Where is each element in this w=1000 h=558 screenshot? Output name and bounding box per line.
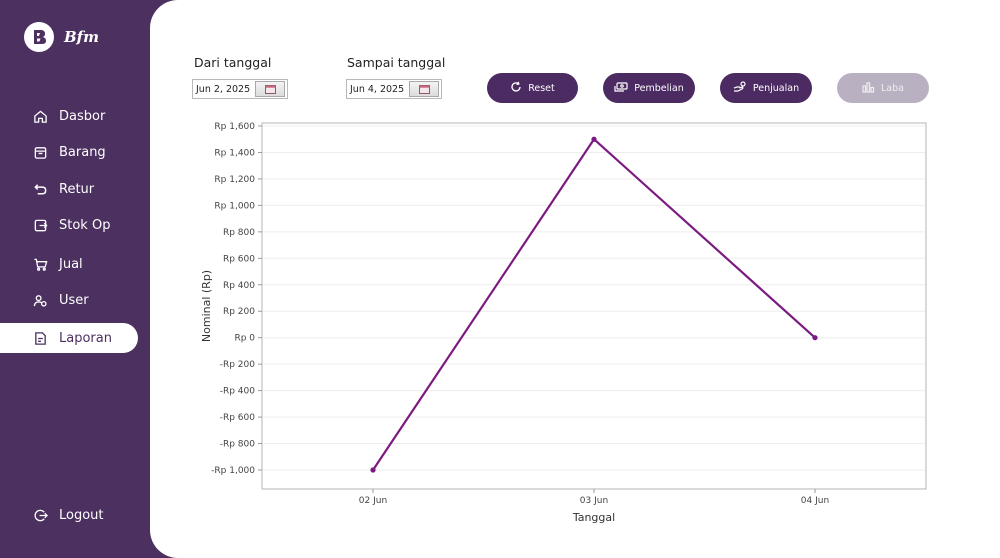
report-icon	[32, 330, 48, 346]
y-tick-label: -Rp 400	[220, 387, 256, 397]
data-point	[370, 467, 376, 473]
logout-label: Logout	[59, 507, 104, 523]
y-tick-label: Rp 1,400	[214, 148, 255, 158]
logout-icon	[32, 507, 48, 523]
calendar-button[interactable]	[409, 81, 439, 97]
calendar-button[interactable]	[255, 81, 285, 97]
calendar-icon	[418, 84, 430, 94]
x-tick-label: 02 Jun	[359, 496, 387, 506]
penjualan-label: Penjualan	[752, 82, 800, 94]
sidebar-item-retur[interactable]: Retur	[0, 174, 138, 204]
data-point	[591, 136, 597, 142]
sales-icon	[733, 80, 747, 96]
main-panel: Dari tanggal Jun 2, 2025 Sampai tanggal …	[150, 0, 1000, 558]
sidebar-item-dasbor[interactable]: Dasbor	[0, 101, 138, 131]
y-tick-label: -Rp 200	[220, 360, 256, 370]
laba-button[interactable]: Laba	[837, 73, 929, 103]
to-date-input[interactable]: Jun 4, 2025	[350, 83, 405, 95]
cart-icon	[32, 256, 48, 272]
users-icon	[32, 292, 48, 308]
y-tick-label: -Rp 600	[220, 413, 256, 423]
logo-text: Bfm	[64, 28, 100, 46]
y-tick-label: -Rp 800	[220, 440, 256, 450]
y-tick-label: -Rp 1,000	[211, 466, 255, 476]
from-date-label: Dari tanggal	[194, 55, 272, 70]
sidebar-item-barang[interactable]: Barang	[0, 137, 138, 167]
box-icon	[32, 144, 48, 160]
y-tick-label: Rp 800	[223, 228, 255, 238]
pembelian-label: Pembelian	[634, 82, 684, 94]
y-tick-label: Rp 600	[223, 254, 255, 264]
line-chart: -Rp 1,000 -Rp 800 -Rp 600 -Rp 400 -Rp 200 Rp …	[200, 122, 927, 524]
x-tick-label: 03 Jun	[580, 496, 608, 506]
y-axis-label: Nominal (Rp)	[200, 270, 213, 342]
stock-icon	[32, 217, 48, 233]
calendar-icon	[264, 84, 276, 94]
home-icon	[32, 108, 48, 124]
y-tick-label: Rp 1,200	[214, 175, 255, 185]
from-date-picker[interactable]: Jun 2, 2025	[192, 79, 288, 99]
logout-button[interactable]: Logout	[0, 500, 138, 530]
plot-area	[261, 122, 927, 490]
penjualan-button[interactable]: Penjualan	[720, 73, 812, 103]
y-tick-label: Rp 1,000	[214, 201, 255, 211]
sidebar-item-jual[interactable]: Jual	[0, 249, 138, 279]
reset-button[interactable]: Reset	[487, 73, 578, 103]
logo-mark-icon	[24, 22, 54, 52]
sidebar-item-stok-op[interactable]: Stok Op	[0, 210, 138, 240]
app-logo: Bfm	[24, 22, 99, 52]
sidebar: Bfm Dasbor Barang Retur Stok Op Jual Use…	[0, 0, 170, 558]
return-icon	[32, 181, 48, 197]
x-tick-label: 04 Jun	[801, 496, 829, 506]
from-date-input[interactable]: Jun 2, 2025	[196, 83, 251, 95]
to-date-picker[interactable]: Jun 4, 2025	[346, 79, 442, 99]
reset-label: Reset	[528, 82, 555, 94]
sidebar-item-label: Barang	[59, 144, 106, 160]
sidebar-item-label: Laporan	[59, 330, 112, 346]
laba-label: Laba	[881, 82, 904, 94]
sidebar-item-laporan[interactable]: Laporan	[0, 323, 138, 353]
y-tick-label: Rp 0	[234, 334, 255, 344]
sidebar-item-label: Dasbor	[59, 108, 106, 124]
refresh-icon	[510, 81, 522, 96]
y-tick-label: Rp 1,600	[214, 122, 255, 132]
sidebar-item-label: Stok Op	[59, 217, 111, 233]
pembelian-button[interactable]: Pembelian	[603, 73, 695, 103]
to-date-label: Sampai tanggal	[347, 55, 446, 70]
y-tick-label: Rp 200	[223, 307, 255, 317]
data-point	[812, 335, 818, 341]
sidebar-item-label: User	[59, 292, 89, 308]
sidebar-item-label: Retur	[59, 181, 95, 197]
purchase-icon	[614, 81, 628, 96]
bar-chart-icon	[862, 81, 875, 96]
sidebar-item-label: Jual	[59, 256, 83, 272]
x-axis-label: Tanggal	[572, 511, 615, 524]
y-tick-label: Rp 400	[223, 281, 255, 291]
sidebar-item-user[interactable]: User	[0, 285, 138, 315]
